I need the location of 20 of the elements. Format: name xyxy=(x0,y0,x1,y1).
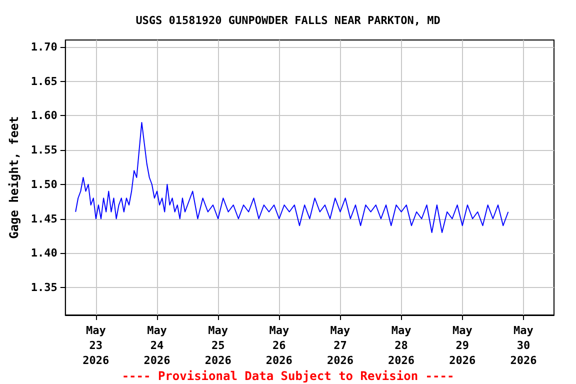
x-tick-label: May 30 2026 xyxy=(510,324,538,367)
y-tick-label: 1.35 xyxy=(30,281,58,294)
x-tick-label: May 25 2026 xyxy=(204,324,232,367)
chart-title: USGS 01581920 GUNPOWDER FALLS NEAR PARKTON, MD xyxy=(136,14,441,27)
y-tick-label: 1.40 xyxy=(30,246,58,260)
y-tick-label: 1.50 xyxy=(30,178,58,191)
x-tick-label: May 26 2026 xyxy=(266,324,293,367)
x-tick-label: May 23 2026 xyxy=(82,324,110,367)
y-tick-label: 1.70 xyxy=(30,40,58,54)
x-tick-label: May 29 2026 xyxy=(449,324,476,367)
y-tick-label: 1.45 xyxy=(30,212,58,226)
x-tick-label: May 24 2026 xyxy=(144,324,171,367)
x-tick-label: May 27 2026 xyxy=(326,324,354,367)
text: ---- Provisional Data Subject to Revision ---- xyxy=(122,369,454,383)
line-series xyxy=(75,122,509,233)
y-tick-label: 1.55 xyxy=(30,144,58,156)
y-axis-title: Gage height, feet xyxy=(7,116,21,239)
y-tick-label: 1.65 xyxy=(30,74,58,88)
x-tick-label: May 28 2026 xyxy=(388,324,415,367)
y-tick-label: 1.60 xyxy=(30,109,58,122)
